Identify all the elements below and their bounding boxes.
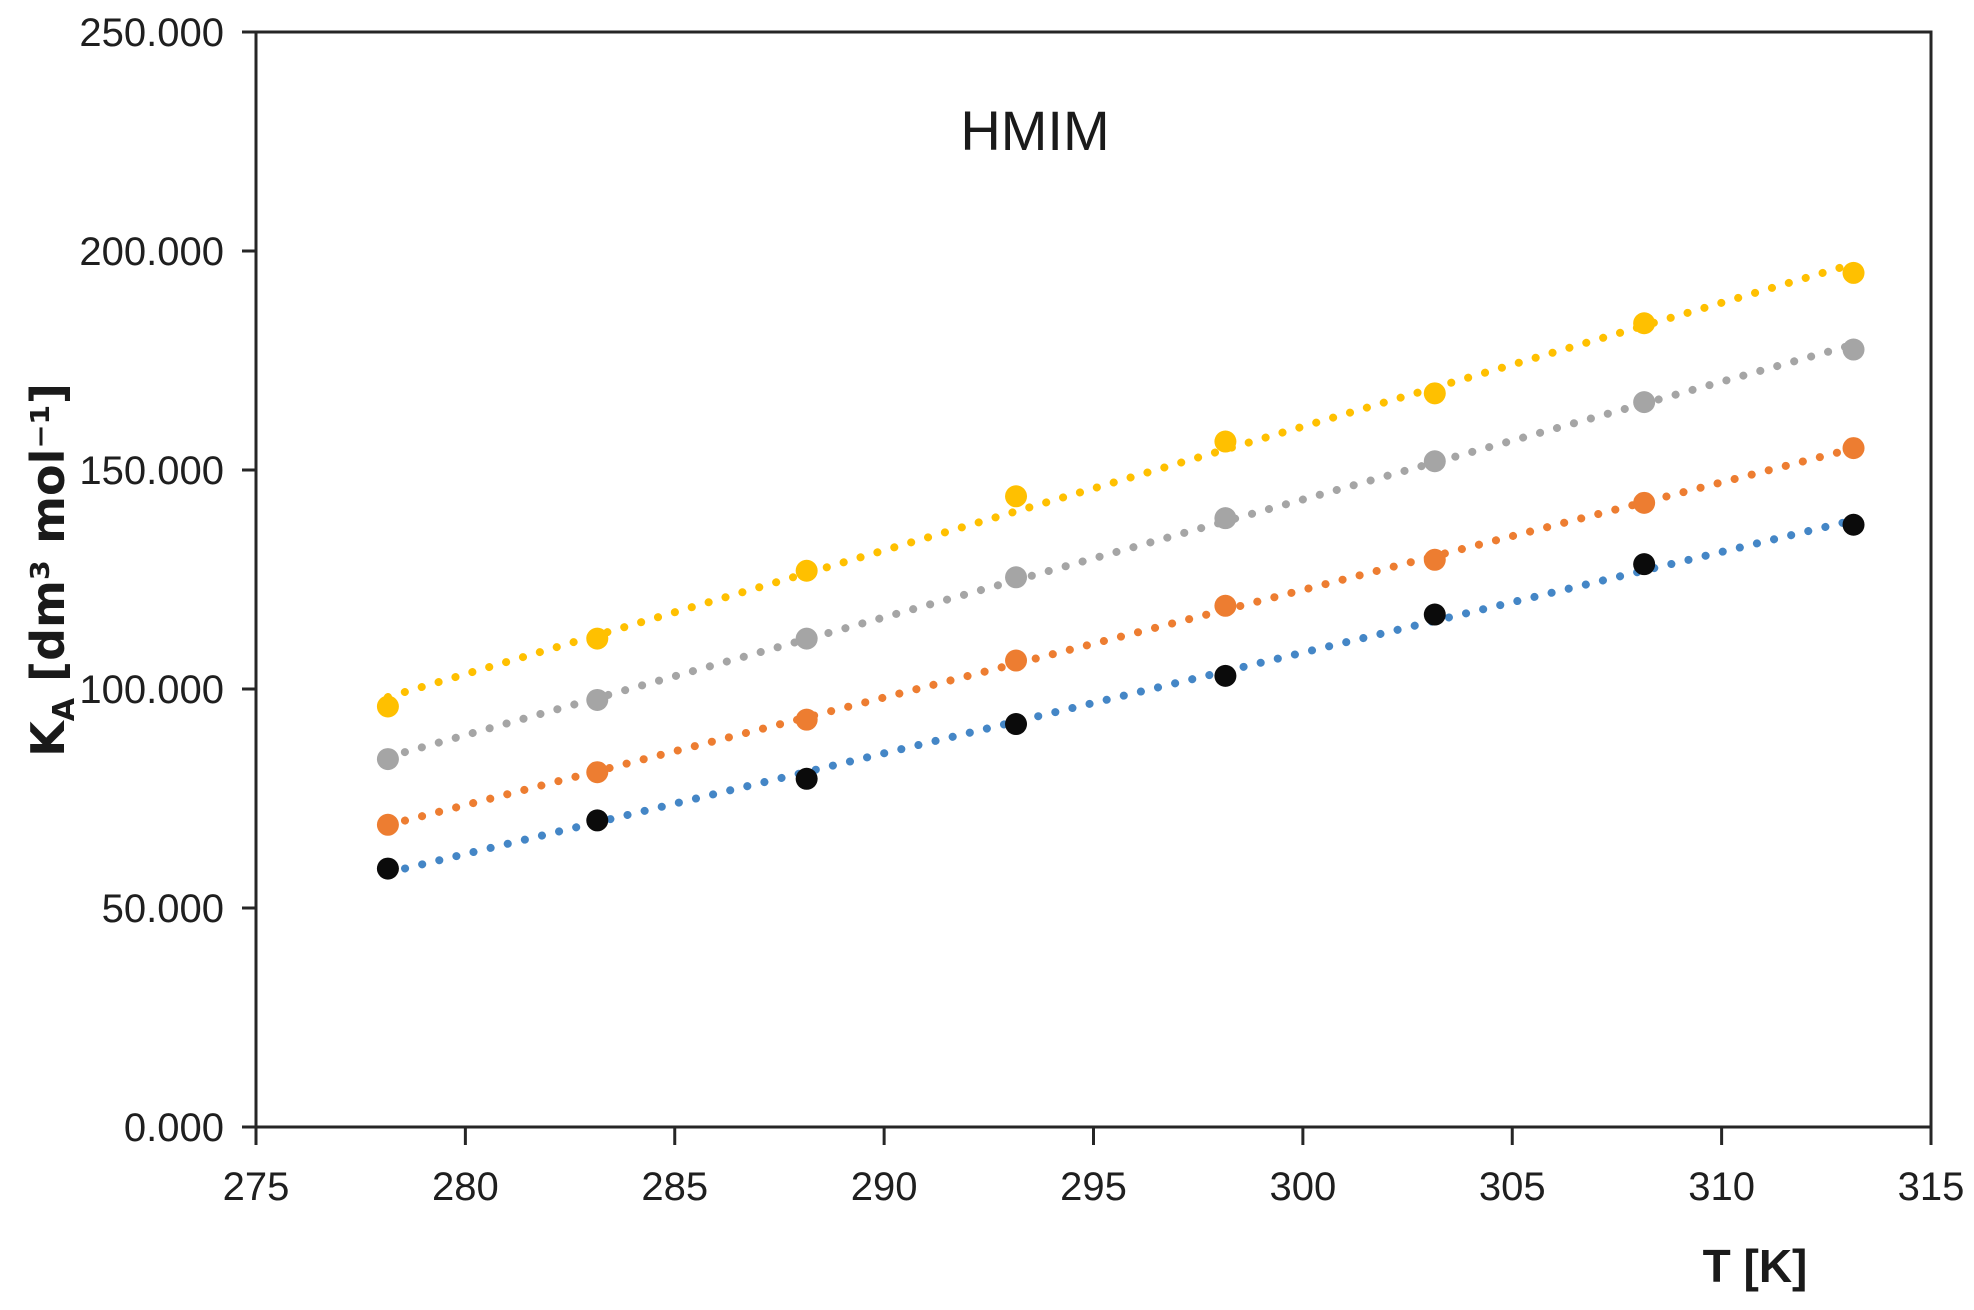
chart-title: HMIM: [960, 99, 1109, 162]
data-point-series-orange: [795, 708, 818, 731]
data-point-series-gray: [1423, 450, 1446, 473]
trendline-series-black: [383, 516, 1858, 877]
x-tick-label: 285: [641, 1165, 708, 1209]
x-tick-label: 300: [1270, 1165, 1337, 1209]
data-point-series-yellow: [795, 559, 818, 582]
y-tick-label: 50.000: [102, 887, 224, 931]
data-point-series-orange: [586, 761, 609, 784]
y-axis-title-base: K: [21, 719, 75, 757]
data-point-series-gray: [1633, 391, 1656, 414]
data-point-series-yellow: [376, 695, 399, 718]
data-point-series-yellow: [1423, 382, 1446, 405]
data-point-series-black: [795, 767, 818, 790]
data-point-series-gray: [1214, 507, 1237, 530]
y-axis-title-units: [dm³ mol⁻¹]: [21, 383, 75, 698]
data-point-series-black: [1633, 553, 1656, 576]
data-point-series-gray: [1842, 338, 1865, 361]
x-tick-label: 290: [851, 1165, 918, 1209]
x-tick-label: 275: [223, 1165, 290, 1209]
data-point-series-yellow: [1633, 312, 1656, 335]
data-point-series-yellow: [1005, 485, 1028, 508]
data-point-series-gray: [1005, 566, 1028, 589]
x-tick-label: 280: [432, 1165, 499, 1209]
data-point-series-black: [1005, 713, 1028, 736]
data-point-series-yellow: [1842, 261, 1865, 284]
trendline-series-yellow: [383, 259, 1858, 702]
data-point-series-orange: [1633, 491, 1656, 514]
y-tick-label: 200.000: [79, 230, 224, 274]
data-point-series-orange: [1423, 548, 1446, 571]
x-tick-label: 315: [1898, 1165, 1965, 1209]
x-tick-label: 295: [1060, 1165, 1127, 1209]
x-axis-title: T [K]: [1703, 1240, 1808, 1292]
data-point-series-black: [1842, 513, 1865, 536]
data-point-series-orange: [376, 813, 399, 836]
x-tick-label: 310: [1688, 1165, 1755, 1209]
y-axis-title: KA [dm³ mol⁻¹]: [21, 383, 82, 757]
y-axis-title-subscript: A: [47, 697, 82, 721]
data-point-series-orange: [1214, 594, 1237, 617]
trendline-series-orange: [383, 444, 1858, 829]
data-point-series-black: [376, 857, 399, 880]
data-point-series-gray: [376, 748, 399, 771]
data-point-series-orange: [1842, 437, 1865, 460]
y-tick-label: 0.000: [124, 1106, 224, 1150]
data-point-series-orange: [1005, 649, 1028, 672]
y-tick-label: 100.000: [79, 668, 224, 712]
plot-layer: 0.000 50.000 100.000 150.000 200.000 250.000 2…: [79, 11, 1964, 1209]
data-point-series-gray: [586, 688, 609, 711]
data-point-series-black: [1423, 603, 1446, 626]
data-point-series-black: [586, 809, 609, 832]
trendline-series-gray: [383, 340, 1858, 761]
data-point-series-gray: [795, 627, 818, 650]
data-point-series-yellow: [586, 627, 609, 650]
y-tick-label: 150.000: [79, 449, 224, 493]
data-point-series-yellow: [1214, 430, 1237, 453]
data-point-series-black: [1214, 664, 1237, 687]
plot-border: [254, 30, 1933, 1129]
x-tick-label: 305: [1479, 1165, 1546, 1209]
y-tick-label: 250.000: [79, 11, 224, 55]
